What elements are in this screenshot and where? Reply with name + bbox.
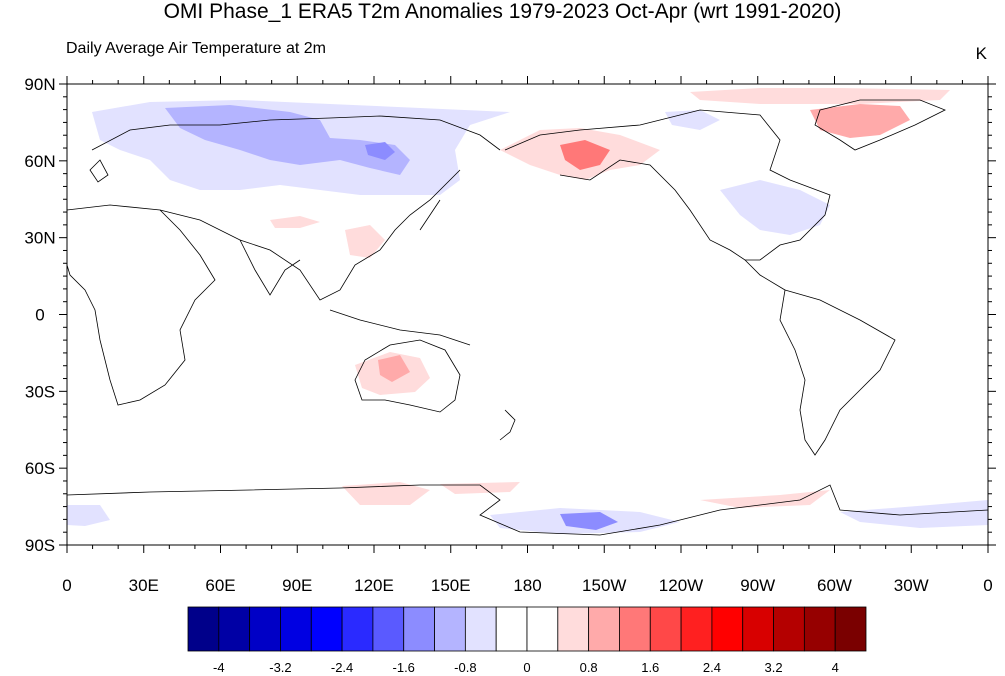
lon-label: 0 xyxy=(983,576,992,595)
colorbar-swatch xyxy=(249,606,281,652)
map-subtitle: Daily Average Air Temperature at 2m xyxy=(66,40,326,57)
lat-label: 0 xyxy=(35,306,44,325)
lon-label: 30E xyxy=(129,576,159,595)
colorbar: -4 -3.2 -2.4 -1.6 -0.8 0 0.8 1.6 2.4 3.2 4 xyxy=(187,606,867,675)
east-asia-warm xyxy=(270,216,320,228)
lat-label: 30S xyxy=(25,382,55,401)
colorbar-swatch xyxy=(434,606,466,652)
colorbar-label: 2.4 xyxy=(703,660,721,675)
colorbar-swatch xyxy=(403,606,435,652)
coastlines xyxy=(66,99,989,536)
arctic-warm xyxy=(690,88,950,104)
north-america-cooling xyxy=(720,180,830,235)
colorbar-swatch xyxy=(464,606,497,652)
australia-warm-core xyxy=(378,355,410,382)
antarctic-warm-3 xyxy=(700,490,830,508)
antarctic-warm-2 xyxy=(440,482,520,494)
canada-cooling xyxy=(665,110,720,130)
lon-label: 90E xyxy=(282,576,312,595)
colorbar-swatch xyxy=(803,606,836,652)
colorbar-swatch xyxy=(649,606,682,652)
lon-label: 90W xyxy=(740,576,775,595)
colorbar-swatch xyxy=(495,606,528,652)
units-label: K xyxy=(975,44,987,63)
colorbar-swatch xyxy=(372,606,405,652)
lon-label: 120W xyxy=(659,576,703,595)
colorbar-swatch xyxy=(711,606,744,652)
colorbar-swatch xyxy=(742,606,774,652)
alaska-warm-core xyxy=(560,140,610,170)
siberia-cold-core xyxy=(165,105,410,175)
lat-label: 90S xyxy=(25,536,55,555)
colorbar-swatch xyxy=(280,606,312,652)
antarctic-cold-core xyxy=(560,512,618,530)
colorbar-swatch xyxy=(310,606,343,652)
colorbar-swatch xyxy=(834,606,867,652)
lat-label: 60N xyxy=(24,152,55,171)
colorbar-label: -0.8 xyxy=(454,660,476,675)
colorbar-label: 3.2 xyxy=(765,660,783,675)
lon-label: 60W xyxy=(817,576,852,595)
lat-label: 30N xyxy=(24,229,55,248)
colorbar-label: -1.6 xyxy=(393,660,415,675)
colorbar-swatch xyxy=(619,606,651,652)
colorbar-swatch xyxy=(187,606,220,652)
china-warm xyxy=(345,225,385,258)
colorbar-label: -2.4 xyxy=(331,660,353,675)
lon-label: 150E xyxy=(431,576,471,595)
lon-label: 180 xyxy=(513,576,541,595)
map-title: OMI Phase_1 ERA5 T2m Anomalies 1979-2023… xyxy=(163,0,842,23)
lon-label: 30W xyxy=(894,576,929,595)
colorbar-label: 0.8 xyxy=(580,660,598,675)
colorbar-label: 1.6 xyxy=(641,660,659,675)
colorbar-label: 4 xyxy=(832,660,839,675)
colorbar-label: -3.2 xyxy=(269,660,291,675)
colorbar-swatch xyxy=(773,606,805,652)
lon-label: 60E xyxy=(205,576,235,595)
anomaly-shading xyxy=(67,88,988,534)
lat-label: 90N xyxy=(24,75,55,94)
axis-ticks: 90N 60N 30N 0 30S 60S 90S 0 30E 60E 90E 120E 150E 180… xyxy=(24,75,996,595)
colorbar-swatch xyxy=(218,606,251,652)
antarctic-cold-east xyxy=(67,505,110,526)
colorbar-swatch xyxy=(588,606,620,652)
colorbar-swatch xyxy=(557,606,590,652)
greenland-warm xyxy=(810,104,910,138)
lon-label: 0 xyxy=(62,576,71,595)
lon-label: 120E xyxy=(354,576,394,595)
colorbar-label: -4 xyxy=(213,660,225,675)
colorbar-swatch xyxy=(680,606,713,652)
antarctic-warm-1 xyxy=(342,482,430,505)
colorbar-swatch xyxy=(341,606,374,652)
siberia-cold-core-2 xyxy=(365,142,395,160)
colorbar-label: 0 xyxy=(523,660,530,675)
lat-label: 60S xyxy=(25,459,55,478)
colorbar-swatch xyxy=(526,606,559,652)
lon-label: 150W xyxy=(582,576,626,595)
